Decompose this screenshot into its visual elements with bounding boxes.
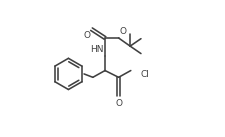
Text: O: O xyxy=(115,99,122,108)
Text: O: O xyxy=(83,31,90,40)
Text: Cl: Cl xyxy=(140,70,149,79)
Text: HN: HN xyxy=(90,45,104,54)
Text: O: O xyxy=(119,27,126,36)
